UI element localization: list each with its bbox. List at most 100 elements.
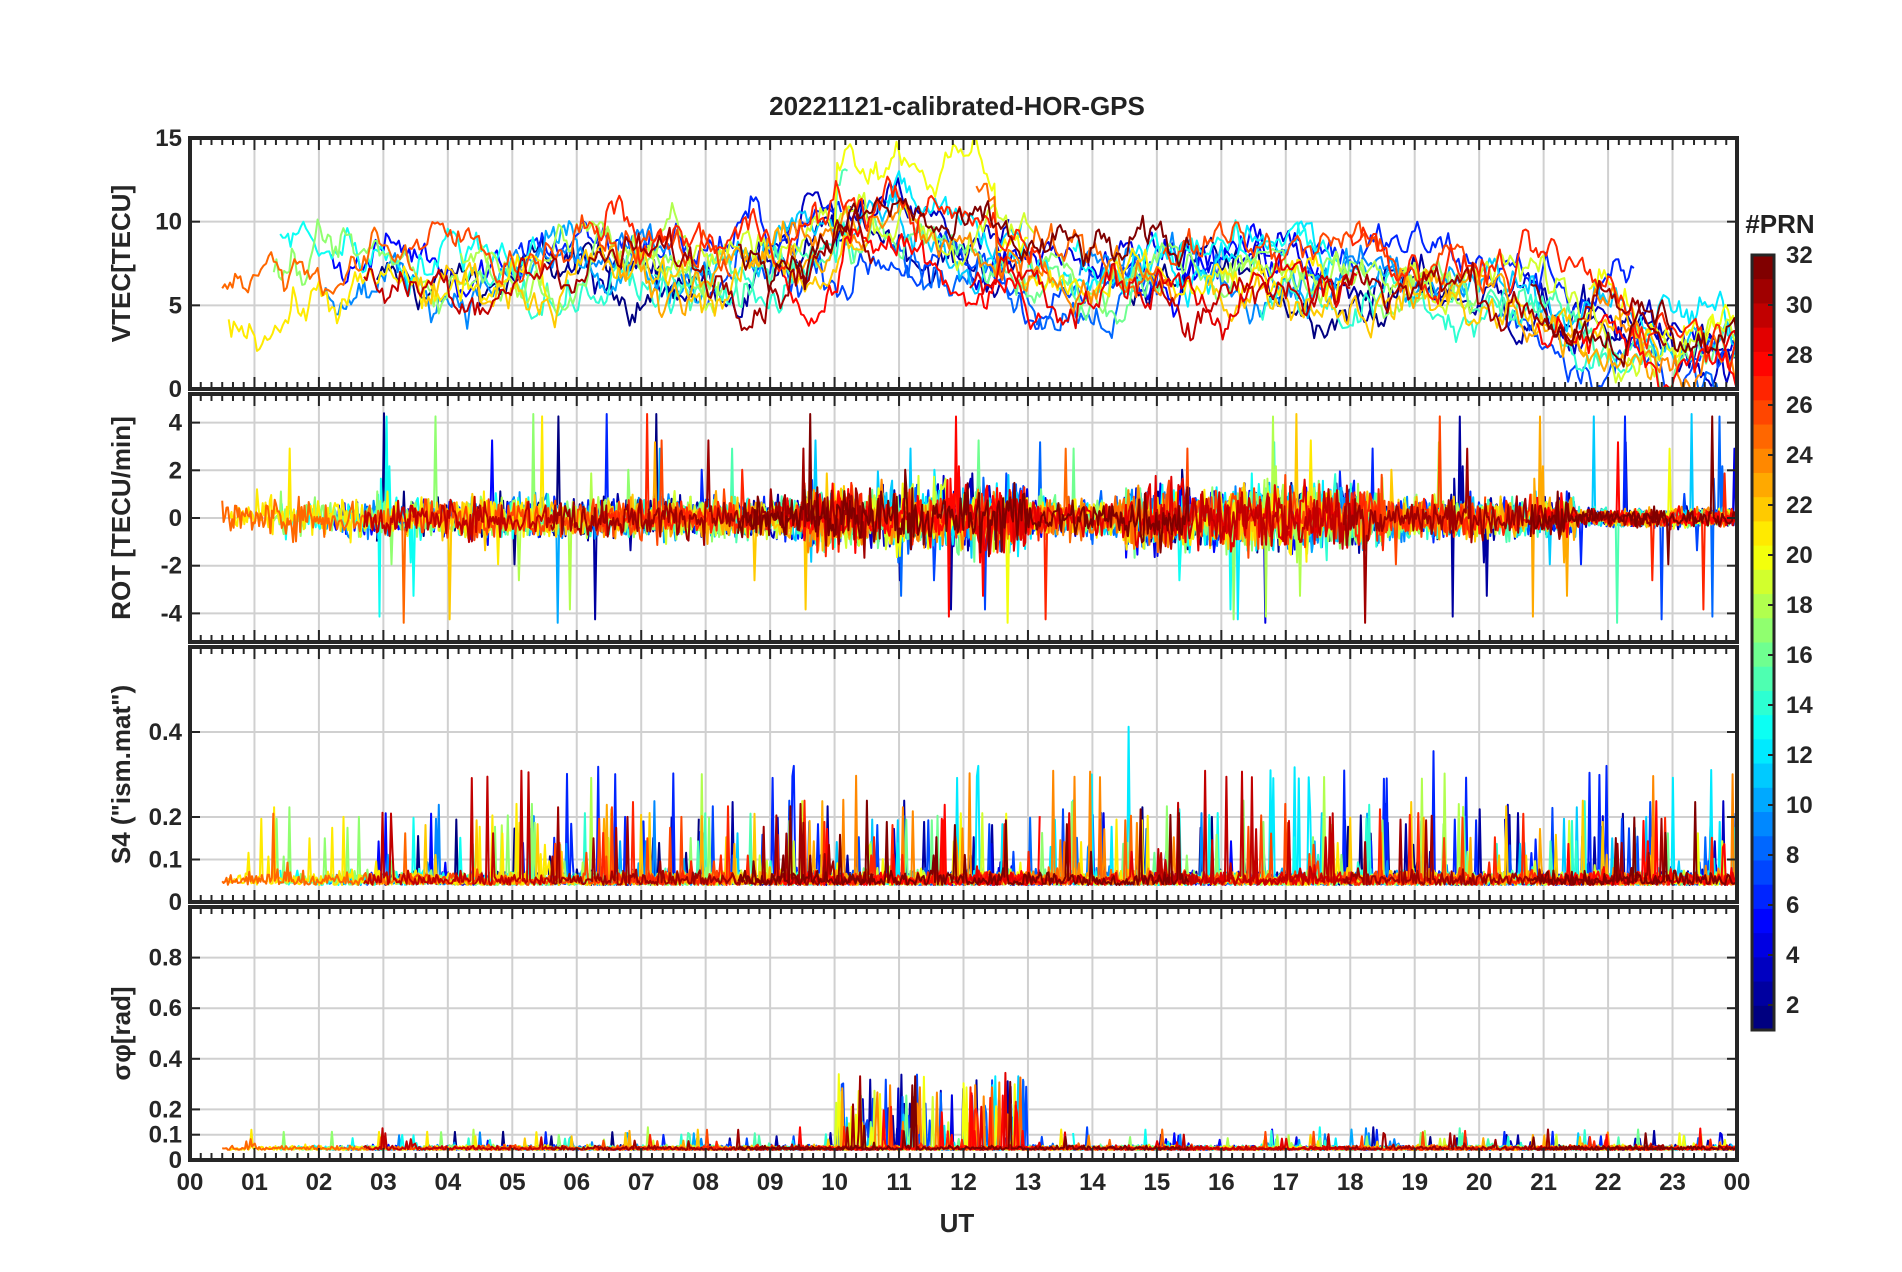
- vtec-line-prn-23: [601, 218, 862, 318]
- x-tick-label: 22: [1595, 1169, 1622, 1196]
- colorbar-swatch: [1752, 957, 1774, 983]
- colorbar-swatch: [1752, 1005, 1774, 1031]
- sigma_phi-series: [222, 1071, 1737, 1151]
- vtec-ytick-label: 5: [169, 292, 182, 319]
- x-tick-label: 17: [1272, 1169, 1299, 1196]
- x-tick-label: 15: [1144, 1169, 1171, 1196]
- rot-ytick-label: 0: [169, 505, 182, 532]
- colorbar-tick-label: 22: [1786, 492, 1813, 519]
- x-tick-label: 21: [1530, 1169, 1557, 1196]
- vtec-line-prn-32: [737, 197, 1191, 293]
- rot-ytick-label: -4: [161, 600, 183, 627]
- vtec-line-prn-25: [221, 226, 414, 297]
- colorbar-tick-label: 32: [1786, 242, 1813, 269]
- rot-y-axis-label: ROT [TECU/min]: [106, 416, 136, 620]
- rot-line-prn-30: [1155, 484, 1351, 550]
- colorbar-swatch: [1752, 884, 1774, 910]
- vtec-line-prn-26: [408, 214, 732, 286]
- vtec-axes-box: [188, 136, 1739, 391]
- colorbar-swatch: [1752, 642, 1774, 668]
- vtec-line-prn-3: [1504, 272, 1737, 387]
- panel-sigma_phi: 00.10.2 0.4 0.6 0.8 σφ[rad]: [106, 905, 1739, 1174]
- vtec-line-prn-16: [840, 215, 1165, 325]
- sigma_phi-ytick-label: 0: [169, 1147, 182, 1174]
- s4-axes-box: [188, 645, 1739, 904]
- x-axis-label: UT: [940, 1208, 975, 1238]
- sigma_phi-line-prn-32: [1529, 1132, 1737, 1151]
- x-tick-label: 01: [241, 1169, 268, 1196]
- vtec-line-prn-30: [363, 257, 556, 316]
- s4-line-prn-31: [1342, 814, 1667, 886]
- colorbar-frame: [1750, 253, 1776, 1032]
- rot-line-prn-25: [221, 495, 417, 624]
- colorbar-swatch: [1752, 424, 1774, 450]
- colorbar-swatch: [1752, 933, 1774, 958]
- colorbar-swatch: [1752, 448, 1774, 474]
- panel-rot: 4 2 0 -2 -4 ROT [TECU/min]: [106, 392, 1739, 644]
- vtec-line-prn-13: [279, 220, 537, 296]
- colorbar-swatch: [1752, 255, 1774, 280]
- rot-series: [221, 412, 1737, 624]
- vtec-line-prn-27: [1349, 226, 1737, 372]
- colorbar-swatch: [1752, 351, 1774, 377]
- colorbar-swatch: [1752, 569, 1774, 595]
- vtec-line-prn-19: [646, 191, 1036, 281]
- colorbar-swatch: [1752, 908, 1774, 934]
- x-tick-label: 18: [1337, 1169, 1364, 1196]
- colorbar-swatch: [1752, 666, 1774, 692]
- vtec-line-prn-26: [1162, 220, 1487, 295]
- s4-line-prn-30: [1155, 769, 1351, 886]
- x-tick-label: 14: [1079, 1169, 1106, 1196]
- rot-line-prn-21: [1020, 439, 1345, 563]
- colorbar-swatch: [1752, 497, 1774, 523]
- x-tick-label: 00: [1724, 1169, 1751, 1196]
- rot-ytick-label: 4: [169, 410, 183, 437]
- x-tick-label: 19: [1401, 1169, 1428, 1196]
- colorbar-tick-label: 4: [1786, 942, 1800, 969]
- rot-axes-box: [188, 392, 1739, 644]
- s4-line-prn-32: [1530, 801, 1737, 886]
- sigma_phi-line-prn-31: [550, 1075, 874, 1151]
- colorbar-swatch: [1752, 521, 1774, 547]
- rot-ytick-label: -2: [161, 553, 182, 580]
- rot-line-prn-32: [736, 413, 1190, 558]
- vtec-line-prn-12: [885, 170, 1339, 308]
- colorbar-tick-label: 12: [1786, 742, 1813, 769]
- x-tick-label: 08: [692, 1169, 719, 1196]
- colorbar-swatch: [1752, 400, 1774, 426]
- colorbar-tick-label: 8: [1786, 842, 1799, 869]
- vtec-ytick-label: 15: [155, 125, 182, 152]
- s4-ytick-label: 0.2: [149, 804, 182, 831]
- chart-title: 20221121-calibrated-HOR-GPS: [769, 91, 1145, 121]
- vtec-line-prn-29: [1723, 329, 1737, 352]
- colorbar-swatch: [1752, 279, 1774, 305]
- vtec-line-prn-28: [782, 228, 1042, 330]
- sigma_phi-ytick-label: 0.6: [149, 995, 182, 1022]
- vtec-line-prn-31: [550, 208, 875, 332]
- s4-ytick-label: 0: [169, 889, 182, 916]
- sigma_phi-line-prn-30: [1156, 1133, 1351, 1151]
- x-tick-label: 02: [306, 1169, 333, 1196]
- colorbar-swatch: [1752, 327, 1774, 353]
- x-tick-label: 20: [1466, 1169, 1493, 1196]
- panel-s4: 0 0.1 0.2 0.4 S4 ("ism.mat"): [106, 645, 1739, 916]
- colorbar-swatch: [1752, 472, 1774, 498]
- colorbar-swatch: [1752, 981, 1774, 1007]
- x-tick-label: 04: [434, 1169, 461, 1196]
- s4-series: [221, 725, 1737, 886]
- vtec-line-prn-31: [1342, 261, 1667, 347]
- x-tick-label: 03: [370, 1169, 397, 1196]
- colorbar-swatch: [1752, 303, 1774, 329]
- s4-line-prn-32: [737, 799, 1190, 886]
- x-tick-label: 23: [1659, 1169, 1686, 1196]
- vtec-series: [221, 138, 1737, 389]
- sigma_phi-axes-box: [188, 905, 1739, 1162]
- x-tick-label: 16: [1208, 1169, 1235, 1196]
- colorbar-swatch: [1752, 715, 1774, 740]
- vtec-y-axis-label: VTEC[TECU]: [106, 185, 136, 342]
- rot-line-prn-30: [363, 495, 557, 544]
- colorbar-tick-label: 10: [1786, 792, 1813, 819]
- colorbar-swatch: [1752, 618, 1774, 644]
